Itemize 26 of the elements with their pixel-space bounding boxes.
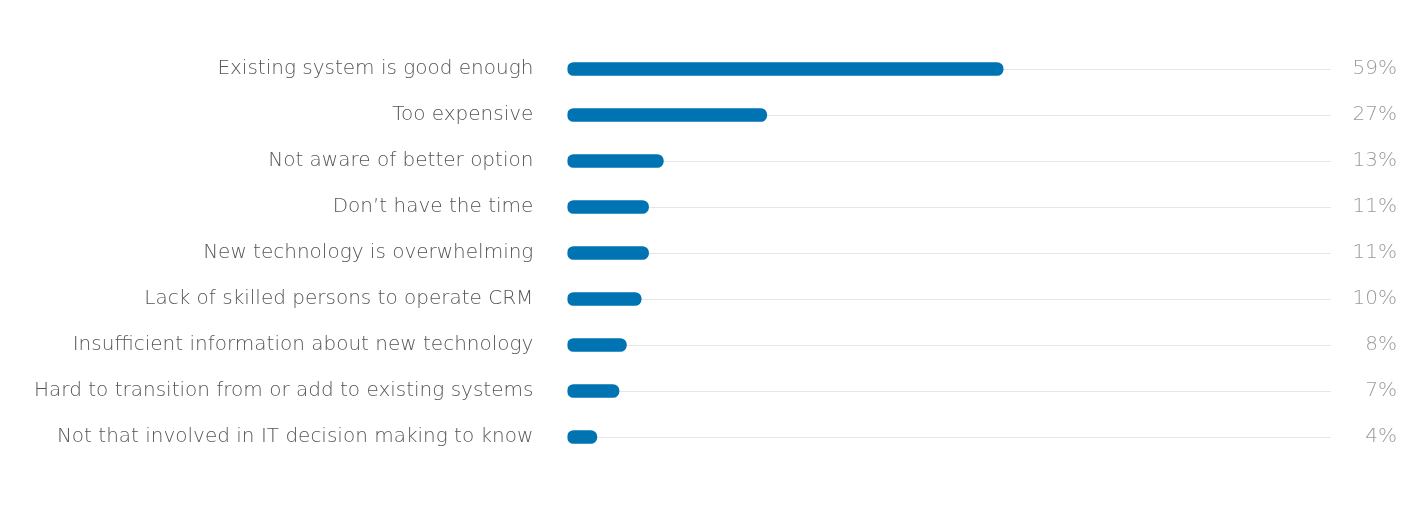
data-label: 8% <box>1365 331 1397 356</box>
data-label: 10% <box>1352 285 1397 310</box>
data-label: 13% <box>1352 147 1397 172</box>
bar <box>567 154 664 168</box>
y-tick-label: Don’t have the time <box>332 193 534 218</box>
bar <box>567 292 642 306</box>
y-tick-label: Existing system is good enough <box>217 55 534 80</box>
bar <box>567 108 768 122</box>
data-label: 59% <box>1352 55 1397 80</box>
bar <box>567 246 649 260</box>
bar <box>567 338 627 352</box>
bar <box>567 384 620 398</box>
y-tick-label: Lack of skilled persons to operate CRM <box>144 285 534 310</box>
y-tick-label: Not that involved in IT decision making to know <box>56 423 534 448</box>
data-label: 27% <box>1352 101 1397 126</box>
bar <box>567 62 1004 76</box>
data-label: 11% <box>1352 193 1397 218</box>
data-label: 7% <box>1365 377 1397 402</box>
data-label: 4% <box>1365 423 1397 448</box>
bar <box>567 200 649 214</box>
y-tick-label: Hard to transition from or add to existing systems <box>34 377 534 402</box>
y-tick-label: New technology is overwhelming <box>203 239 534 264</box>
data-label: 11% <box>1352 239 1397 264</box>
y-tick-label: Insufficient information about new technology <box>72 331 534 356</box>
y-tick-label: Not aware of better option <box>268 147 534 172</box>
y-tick-label: Too expensive <box>392 101 534 126</box>
